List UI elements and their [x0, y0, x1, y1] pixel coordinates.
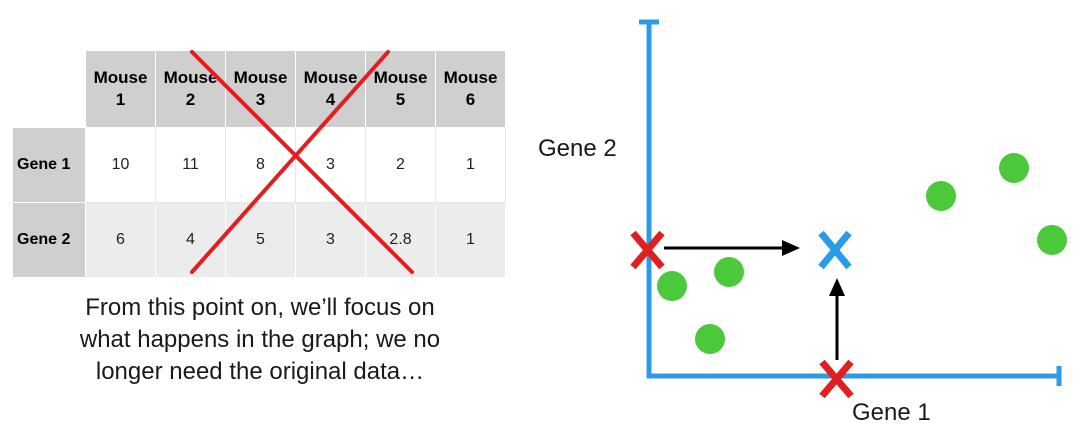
vertical-arrow-head [829, 278, 845, 296]
horizontal-arrow-head [782, 240, 800, 256]
column-header-mouse-6: Mouse 6 [435, 50, 506, 128]
row-header-gene-1: Gene 1 [12, 127, 86, 203]
table-corner [12, 50, 86, 128]
center-x-marker [818, 230, 852, 270]
table-cell: 1 [435, 127, 506, 203]
row-header-gene-2: Gene 2 [12, 202, 86, 278]
caption-text: From this point on, we’ll focus on what … [79, 294, 441, 385]
data-point [926, 181, 956, 211]
data-point [999, 153, 1029, 183]
table-cell: 10 [85, 127, 156, 203]
data-point [695, 324, 725, 354]
x-axis-x-marker [819, 359, 854, 399]
y-axis-label: Gene 2 [538, 135, 617, 162]
x-axis-label: Gene 1 [852, 399, 931, 426]
y-axis-x-marker [630, 230, 665, 270]
table-cell: 1 [435, 202, 506, 278]
data-point [714, 257, 744, 287]
data-point [1037, 225, 1067, 255]
data-point [657, 271, 687, 301]
table-cell: 6 [85, 202, 156, 278]
